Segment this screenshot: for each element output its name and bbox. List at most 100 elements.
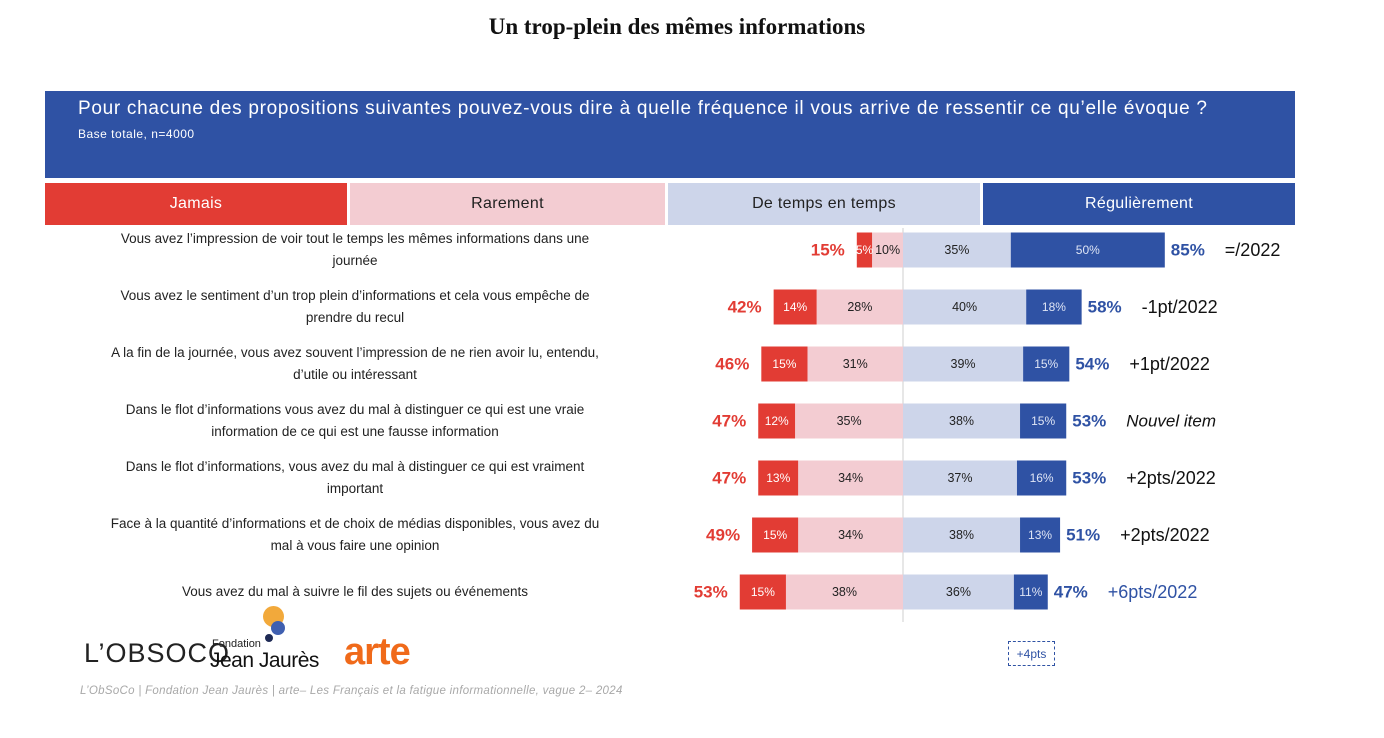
row-label-text: Face à la quantité d’informations et de … — [111, 513, 600, 557]
bar-regulierement — [1016, 460, 1067, 496]
bar-regulierement — [1023, 346, 1070, 382]
legend-rarement: Rarement — [350, 183, 665, 225]
row-label-line: prendre du recul — [305, 310, 405, 325]
bar-regulierement — [1013, 574, 1048, 610]
label-de-temps-en-temps: 35% — [944, 243, 969, 257]
bar-regulierement — [1010, 232, 1165, 268]
row-label-line: mal à vous faire une opinion — [270, 538, 440, 553]
bar-rarement — [795, 403, 903, 439]
label-regulierement: 18% — [1042, 300, 1066, 314]
total-positive: 51% — [1066, 526, 1100, 545]
total-negative: 47% — [712, 412, 746, 431]
label-regulierement: 11% — [1019, 585, 1042, 599]
total-negative: 49% — [706, 526, 740, 545]
row-label-line: A la fin de la journée, vous avez souven… — [111, 345, 599, 360]
label-jamais: 15% — [772, 357, 796, 371]
question-banner: Pour chacune des propositions suivantes … — [45, 91, 1295, 178]
base-note: Base totale, n=4000 — [78, 127, 195, 141]
bar-de-temps-en-temps — [903, 403, 1021, 439]
row-label: A la fin de la journée, vous avez souven… — [70, 341, 640, 387]
row-label-text: Dans le flot d’informations vous avez du… — [126, 399, 585, 443]
label-de-temps-en-temps: 38% — [949, 414, 974, 428]
label-jamais: 15% — [751, 585, 775, 599]
bar-rarement — [807, 346, 903, 382]
label-regulierement: 50% — [1076, 243, 1100, 257]
evolution-label: +1pt/2022 — [1129, 354, 1210, 374]
bar-de-temps-en-temps — [903, 460, 1017, 496]
legend-regulierement: Régulièrement — [983, 183, 1295, 225]
evolution-label: +2pts/2022 — [1126, 468, 1216, 488]
delta-box: +4pts — [1008, 641, 1055, 666]
label-regulierement: 15% — [1031, 414, 1055, 428]
row-label-text: Vous avez du mal à suivre le fil des suj… — [182, 581, 528, 603]
label-rarement: 34% — [838, 528, 863, 542]
bar-de-temps-en-temps — [903, 517, 1021, 553]
bar-jamais — [758, 460, 799, 496]
row-label-line: Vous avez le sentiment d’un trop plein d… — [120, 288, 590, 303]
label-de-temps-en-temps: 40% — [952, 300, 977, 314]
label-rarement: 34% — [838, 471, 863, 485]
total-negative: 53% — [694, 583, 728, 602]
row-label-text: Vous avez l’impression de voir tout le t… — [121, 228, 589, 272]
label-rarement: 10% — [875, 243, 900, 257]
bar-regulierement — [1020, 403, 1067, 439]
row-label-line: Face à la quantité d’informations et de … — [110, 516, 600, 531]
total-negative: 42% — [728, 298, 762, 317]
bar-rarement — [798, 517, 903, 553]
total-positive: 47% — [1054, 583, 1088, 602]
total-positive: 54% — [1075, 355, 1109, 374]
label-jamais: 12% — [765, 414, 789, 428]
label-jamais: 15% — [763, 528, 787, 542]
bar-jamais — [761, 346, 808, 382]
row-label-line: Dans le flot d’informations vous avez du… — [125, 402, 585, 417]
label-regulierement: 16% — [1030, 471, 1054, 485]
label-de-temps-en-temps: 37% — [947, 471, 972, 485]
bar-regulierement — [1026, 289, 1082, 325]
label-rarement: 35% — [837, 414, 862, 428]
bar-rarement — [872, 232, 903, 268]
bar-rarement — [798, 460, 903, 496]
evolution-label: Nouvel item — [1126, 412, 1216, 431]
bar-de-temps-en-temps — [903, 232, 1011, 268]
fondation-small-label: Fondation — [212, 638, 261, 650]
row-label-line: important — [326, 481, 384, 496]
total-positive: 58% — [1088, 298, 1122, 317]
label-de-temps-en-temps: 39% — [951, 357, 976, 371]
bar-jamais — [856, 232, 873, 268]
page-title: Un trop-plein des mêmes informations — [488, 14, 866, 39]
evolution-label: -1pt/2022 — [1142, 297, 1218, 317]
row-label-line: information de ce qui est une fausse inf… — [211, 424, 499, 439]
total-positive: 53% — [1072, 412, 1106, 431]
row-label-line: Vous avez du mal à suivre le fil des suj… — [182, 584, 528, 599]
row-label: Vous avez l’impression de voir tout le t… — [70, 227, 640, 273]
legend-jamais: Jamais — [45, 183, 347, 225]
label-regulierement: 15% — [1034, 357, 1058, 371]
bar-rarement — [816, 289, 903, 325]
question-text: Pour chacune des propositions suivantes … — [78, 98, 1208, 119]
label-regulierement: 13% — [1028, 528, 1052, 542]
row-label-line: journée — [332, 253, 378, 268]
label-rarement: 31% — [843, 357, 868, 371]
row-label: Vous avez du mal à suivre le fil des suj… — [70, 569, 640, 615]
bar-de-temps-en-temps — [903, 346, 1024, 382]
source-note: L’ObSoCo | Fondation Jean Jaurès | arte–… — [80, 685, 623, 697]
evolution-label: =/2022 — [1225, 240, 1281, 260]
bar-jamais — [739, 574, 786, 610]
row-label: Vous avez le sentiment d’un trop plein d… — [70, 284, 640, 330]
fondation-logo-dot-navy — [265, 634, 273, 642]
label-de-temps-en-temps: 38% — [949, 528, 974, 542]
total-positive: 53% — [1072, 469, 1106, 488]
label-jamais: 5% — [856, 243, 874, 257]
row-label-text: Vous avez le sentiment d’un trop plein d… — [120, 285, 589, 329]
row-label-line: Vous avez l’impression de voir tout le t… — [120, 231, 590, 246]
bar-rarement — [785, 574, 903, 610]
label-jamais: 14% — [783, 300, 807, 314]
row-label: Face à la quantité d’informations et de … — [70, 512, 640, 558]
arte-logo: arte — [344, 631, 411, 673]
row-label-line: d’utile ou intéressant — [293, 367, 417, 382]
bar-de-temps-en-temps — [903, 574, 1014, 610]
total-negative: 46% — [715, 355, 749, 374]
label-rarement: 38% — [832, 585, 857, 599]
bar-jamais — [773, 289, 817, 325]
total-negative: 15% — [811, 241, 845, 260]
